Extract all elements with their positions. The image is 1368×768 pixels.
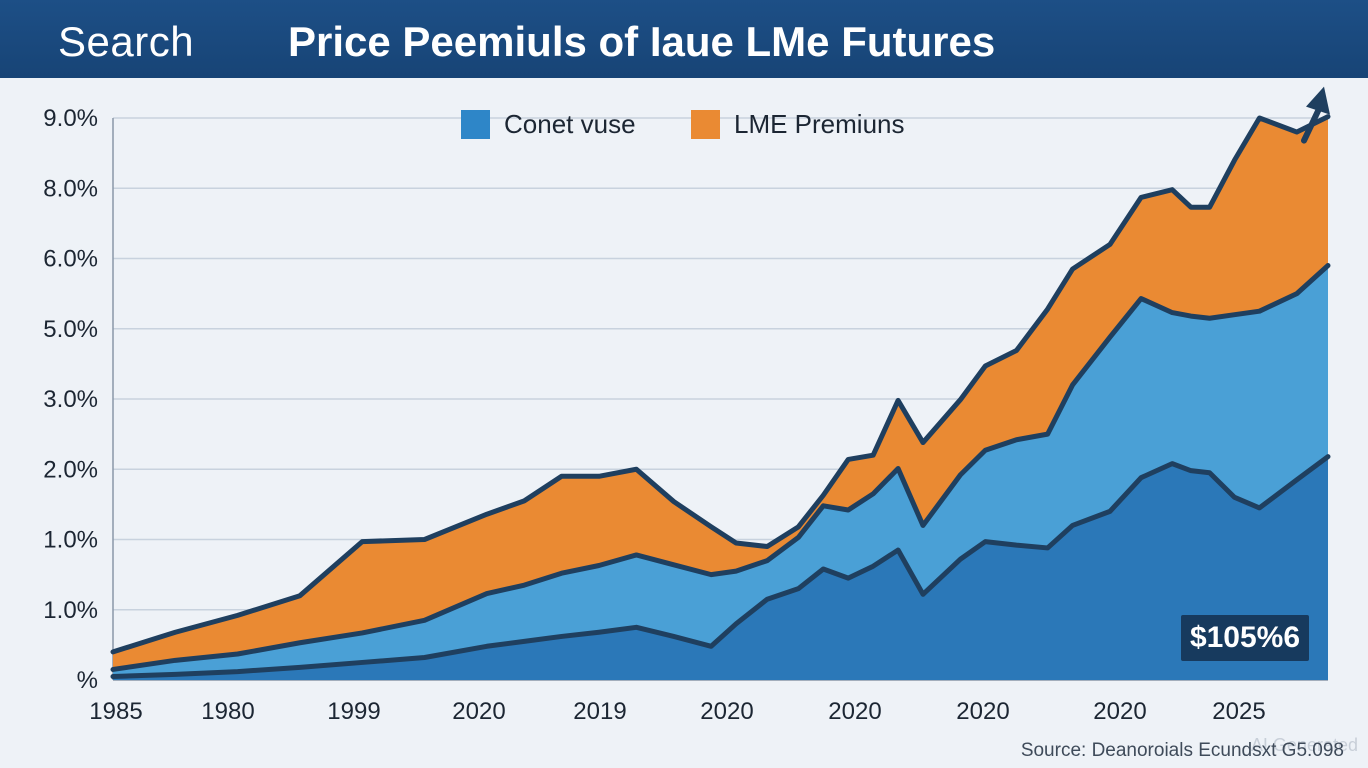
x-tick-label: 2025 (1212, 698, 1265, 725)
y-tick-label: % (77, 667, 98, 694)
y-tick-label: 3.0% (43, 386, 98, 413)
y-tick-label: 1.0% (43, 527, 98, 554)
x-tick-label: 1999 (327, 698, 380, 725)
series-area-base (113, 456, 1328, 680)
source-caption: Source: Deanoroials Ecundsxt G5.098 (1020, 740, 1344, 761)
header-bar: Search Price Peemiuls of Iaue LMe Future… (0, 0, 1368, 78)
series-line (110, 263, 1331, 672)
legend-swatch (461, 110, 490, 139)
y-tick-label: 9.0% (43, 105, 98, 132)
x-tick-label: 2020 (1093, 698, 1146, 725)
y-tick-label: 8.0% (43, 175, 98, 202)
x-tick-label: 2020 (956, 698, 1009, 725)
series-line (110, 454, 1331, 679)
x-tick-label: 2019 (573, 698, 626, 725)
x-tick-label: 2020 (700, 698, 753, 725)
value-badge: $105%6 (1181, 615, 1309, 661)
y-tick-label: 1.0% (43, 597, 98, 624)
search-button[interactable]: Search (58, 18, 195, 65)
page-title: Price Peemiuls of Iaue LMe Futures (288, 18, 996, 65)
series-line (110, 114, 1331, 655)
series-area-conet-vuse (113, 265, 1328, 677)
x-tick-label: 2020 (828, 698, 881, 725)
legend-label: LME Premiuns (734, 109, 905, 139)
y-tick-label: 5.0% (43, 316, 98, 343)
series-area-lme-premiuns (113, 116, 1328, 670)
legend-swatch (691, 110, 720, 139)
x-tick-label: 2020 (452, 698, 505, 725)
x-tick-label: 1985 (89, 698, 142, 725)
trend-arrow-icon (1306, 86, 1330, 115)
y-tick-label: 2.0% (43, 456, 98, 483)
watermark: AI Generated (1250, 735, 1358, 755)
y-tick-label: 6.0% (43, 246, 98, 273)
legend-label: Conet vuse (504, 109, 636, 139)
x-tick-label: 1980 (201, 698, 254, 725)
